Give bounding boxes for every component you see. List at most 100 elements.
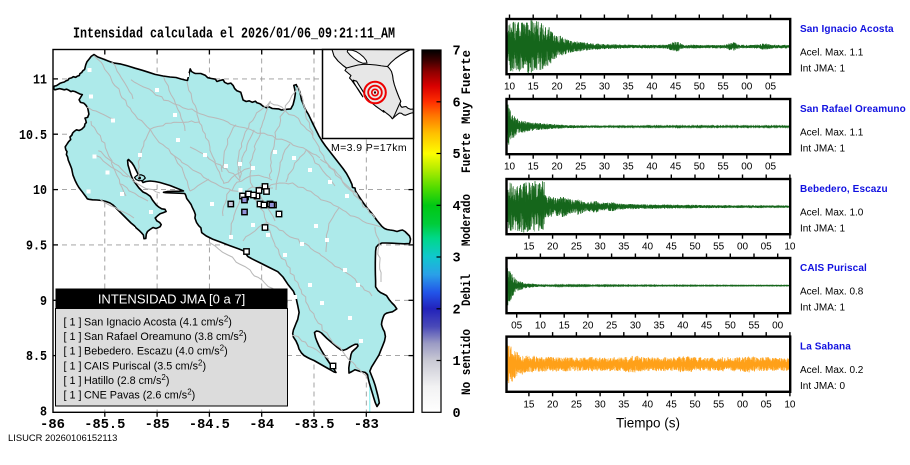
svg-text:-84.5: -84.5 [189, 417, 230, 433]
svg-text:05: 05 [765, 82, 777, 93]
svg-text:40: 40 [646, 162, 658, 173]
svg-text:Tiempo (s): Tiempo (s) [616, 416, 680, 431]
svg-text:CAIS Puriscal (3.5 cm/s2): CAIS Puriscal (3.5 cm/s2) [84, 358, 206, 372]
svg-text:25: 25 [575, 82, 587, 93]
svg-text:Int JMA: 1: Int JMA: 1 [800, 144, 845, 155]
svg-text:05: 05 [761, 399, 773, 410]
svg-text:Muy Fuerte: Muy Fuerte [460, 50, 474, 124]
svg-text:25: 25 [571, 242, 583, 253]
svg-text:10: 10 [535, 321, 547, 332]
svg-text:Hatillo (2.8 cm/s2): Hatillo (2.8 cm/s2) [84, 373, 169, 387]
svg-text:50: 50 [689, 399, 701, 410]
svg-text:50: 50 [694, 82, 706, 93]
svg-text:0: 0 [453, 407, 461, 422]
svg-text:40: 40 [642, 242, 654, 253]
svg-text:05: 05 [765, 162, 777, 173]
svg-text:10: 10 [504, 82, 516, 93]
svg-text:7: 7 [453, 45, 461, 60]
svg-text:20: 20 [551, 162, 563, 173]
svg-text:15: 15 [528, 162, 540, 173]
svg-text:Moderado: Moderado [460, 194, 474, 246]
svg-text:[ 1 ]: [ 1 ] [64, 390, 82, 402]
svg-text:00: 00 [741, 162, 753, 173]
svg-text:[ 1 ]: [ 1 ] [64, 360, 82, 372]
svg-text:CAIS Puriscal: CAIS Puriscal [800, 263, 867, 274]
svg-text:-83.5: -83.5 [294, 417, 335, 433]
svg-text:40: 40 [642, 399, 654, 410]
svg-text:San Rafael Oreamuno: San Rafael Oreamuno [800, 104, 906, 115]
svg-text:-86: -86 [40, 417, 65, 433]
svg-text:CNE Pavas (2.6 cm/s2): CNE Pavas (2.6 cm/s2) [84, 388, 195, 402]
svg-text:2: 2 [453, 303, 461, 318]
svg-text:San Rafael Oreamuno (3.8 cm/s2: San Rafael Oreamuno (3.8 cm/s2) [84, 329, 247, 343]
svg-text:-84: -84 [249, 417, 274, 433]
svg-text:Acel. Max. 0.8: Acel. Max. 0.8 [800, 287, 864, 298]
svg-text:10: 10 [33, 183, 47, 199]
svg-text:00: 00 [737, 399, 749, 410]
svg-text:Debil: Debil [460, 274, 474, 306]
svg-text:30: 30 [595, 399, 607, 410]
svg-text:6: 6 [453, 96, 461, 111]
svg-text:9.5: 9.5 [26, 239, 47, 255]
svg-text:20: 20 [582, 321, 594, 332]
svg-text:35: 35 [623, 162, 635, 173]
svg-text:Bebedero, Escazu: Bebedero, Escazu [800, 184, 888, 195]
svg-text:55: 55 [748, 321, 760, 332]
svg-text:Int JMA: 1: Int JMA: 1 [800, 224, 845, 235]
svg-text:35: 35 [623, 82, 635, 93]
svg-text:30: 30 [595, 242, 607, 253]
svg-text:Intensidad calculada el 2026/0: Intensidad calculada el 2026/01/06_09:21… [73, 27, 395, 43]
svg-text:11: 11 [33, 73, 47, 89]
svg-text:45: 45 [666, 242, 678, 253]
svg-text:-85.5: -85.5 [84, 417, 125, 433]
svg-text:Bebedero. Escazu (4.0 cm/s2): Bebedero. Escazu (4.0 cm/s2) [84, 344, 228, 358]
svg-text:25: 25 [606, 321, 618, 332]
svg-text:25: 25 [575, 162, 587, 173]
svg-text:Fuerte: Fuerte [460, 133, 474, 173]
svg-text:Acel. Max. 0.2: Acel. Max. 0.2 [800, 365, 864, 376]
svg-text:55: 55 [713, 242, 725, 253]
svg-text:Int JMA: 1: Int JMA: 1 [800, 64, 845, 75]
svg-text:05: 05 [511, 321, 523, 332]
svg-text:55: 55 [718, 82, 730, 93]
svg-text:15: 15 [523, 399, 535, 410]
svg-text:30: 30 [630, 321, 642, 332]
svg-text:40: 40 [677, 321, 689, 332]
svg-text:10.5: 10.5 [19, 128, 47, 144]
svg-text:40: 40 [646, 82, 658, 93]
svg-text:20: 20 [551, 82, 563, 93]
svg-text:45: 45 [666, 399, 678, 410]
svg-text:05: 05 [761, 242, 773, 253]
svg-text:35: 35 [618, 242, 630, 253]
svg-text:00: 00 [737, 242, 749, 253]
svg-text:00: 00 [741, 82, 753, 93]
svg-text:35: 35 [618, 399, 630, 410]
svg-text:50: 50 [689, 242, 701, 253]
svg-text:15: 15 [523, 242, 535, 253]
svg-text:Acel. Max. 1.1: Acel. Max. 1.1 [800, 128, 864, 139]
svg-text:San Ignacio Acosta (4.1 cm/s2): San Ignacio Acosta (4.1 cm/s2) [84, 315, 232, 329]
svg-text:15: 15 [559, 321, 571, 332]
svg-text:10: 10 [504, 162, 516, 173]
svg-text:Acel. Max. 1.1: Acel. Max. 1.1 [800, 48, 864, 59]
svg-text:50: 50 [694, 162, 706, 173]
svg-text:4: 4 [453, 200, 461, 215]
svg-text:8: 8 [40, 405, 47, 421]
svg-text:Int JMA: 0: Int JMA: 0 [800, 381, 845, 392]
svg-text:[ 1 ]: [ 1 ] [64, 346, 82, 358]
svg-text:No sentido: No sentido [460, 329, 474, 395]
svg-text:00: 00 [772, 321, 784, 332]
svg-text:1: 1 [453, 355, 461, 370]
svg-text:10: 10 [784, 242, 796, 253]
svg-text:30: 30 [599, 82, 611, 93]
svg-text:20: 20 [547, 399, 559, 410]
svg-text:Int JMA: 1: Int JMA: 1 [800, 303, 845, 314]
svg-text:[ 1 ]: [ 1 ] [64, 331, 82, 343]
svg-text:9: 9 [40, 294, 47, 310]
svg-text:15: 15 [528, 82, 540, 93]
svg-text:50: 50 [725, 321, 737, 332]
svg-text:45: 45 [701, 321, 713, 332]
svg-text:45: 45 [670, 162, 682, 173]
svg-text:[ 1 ]: [ 1 ] [64, 375, 82, 387]
svg-text:35: 35 [654, 321, 666, 332]
